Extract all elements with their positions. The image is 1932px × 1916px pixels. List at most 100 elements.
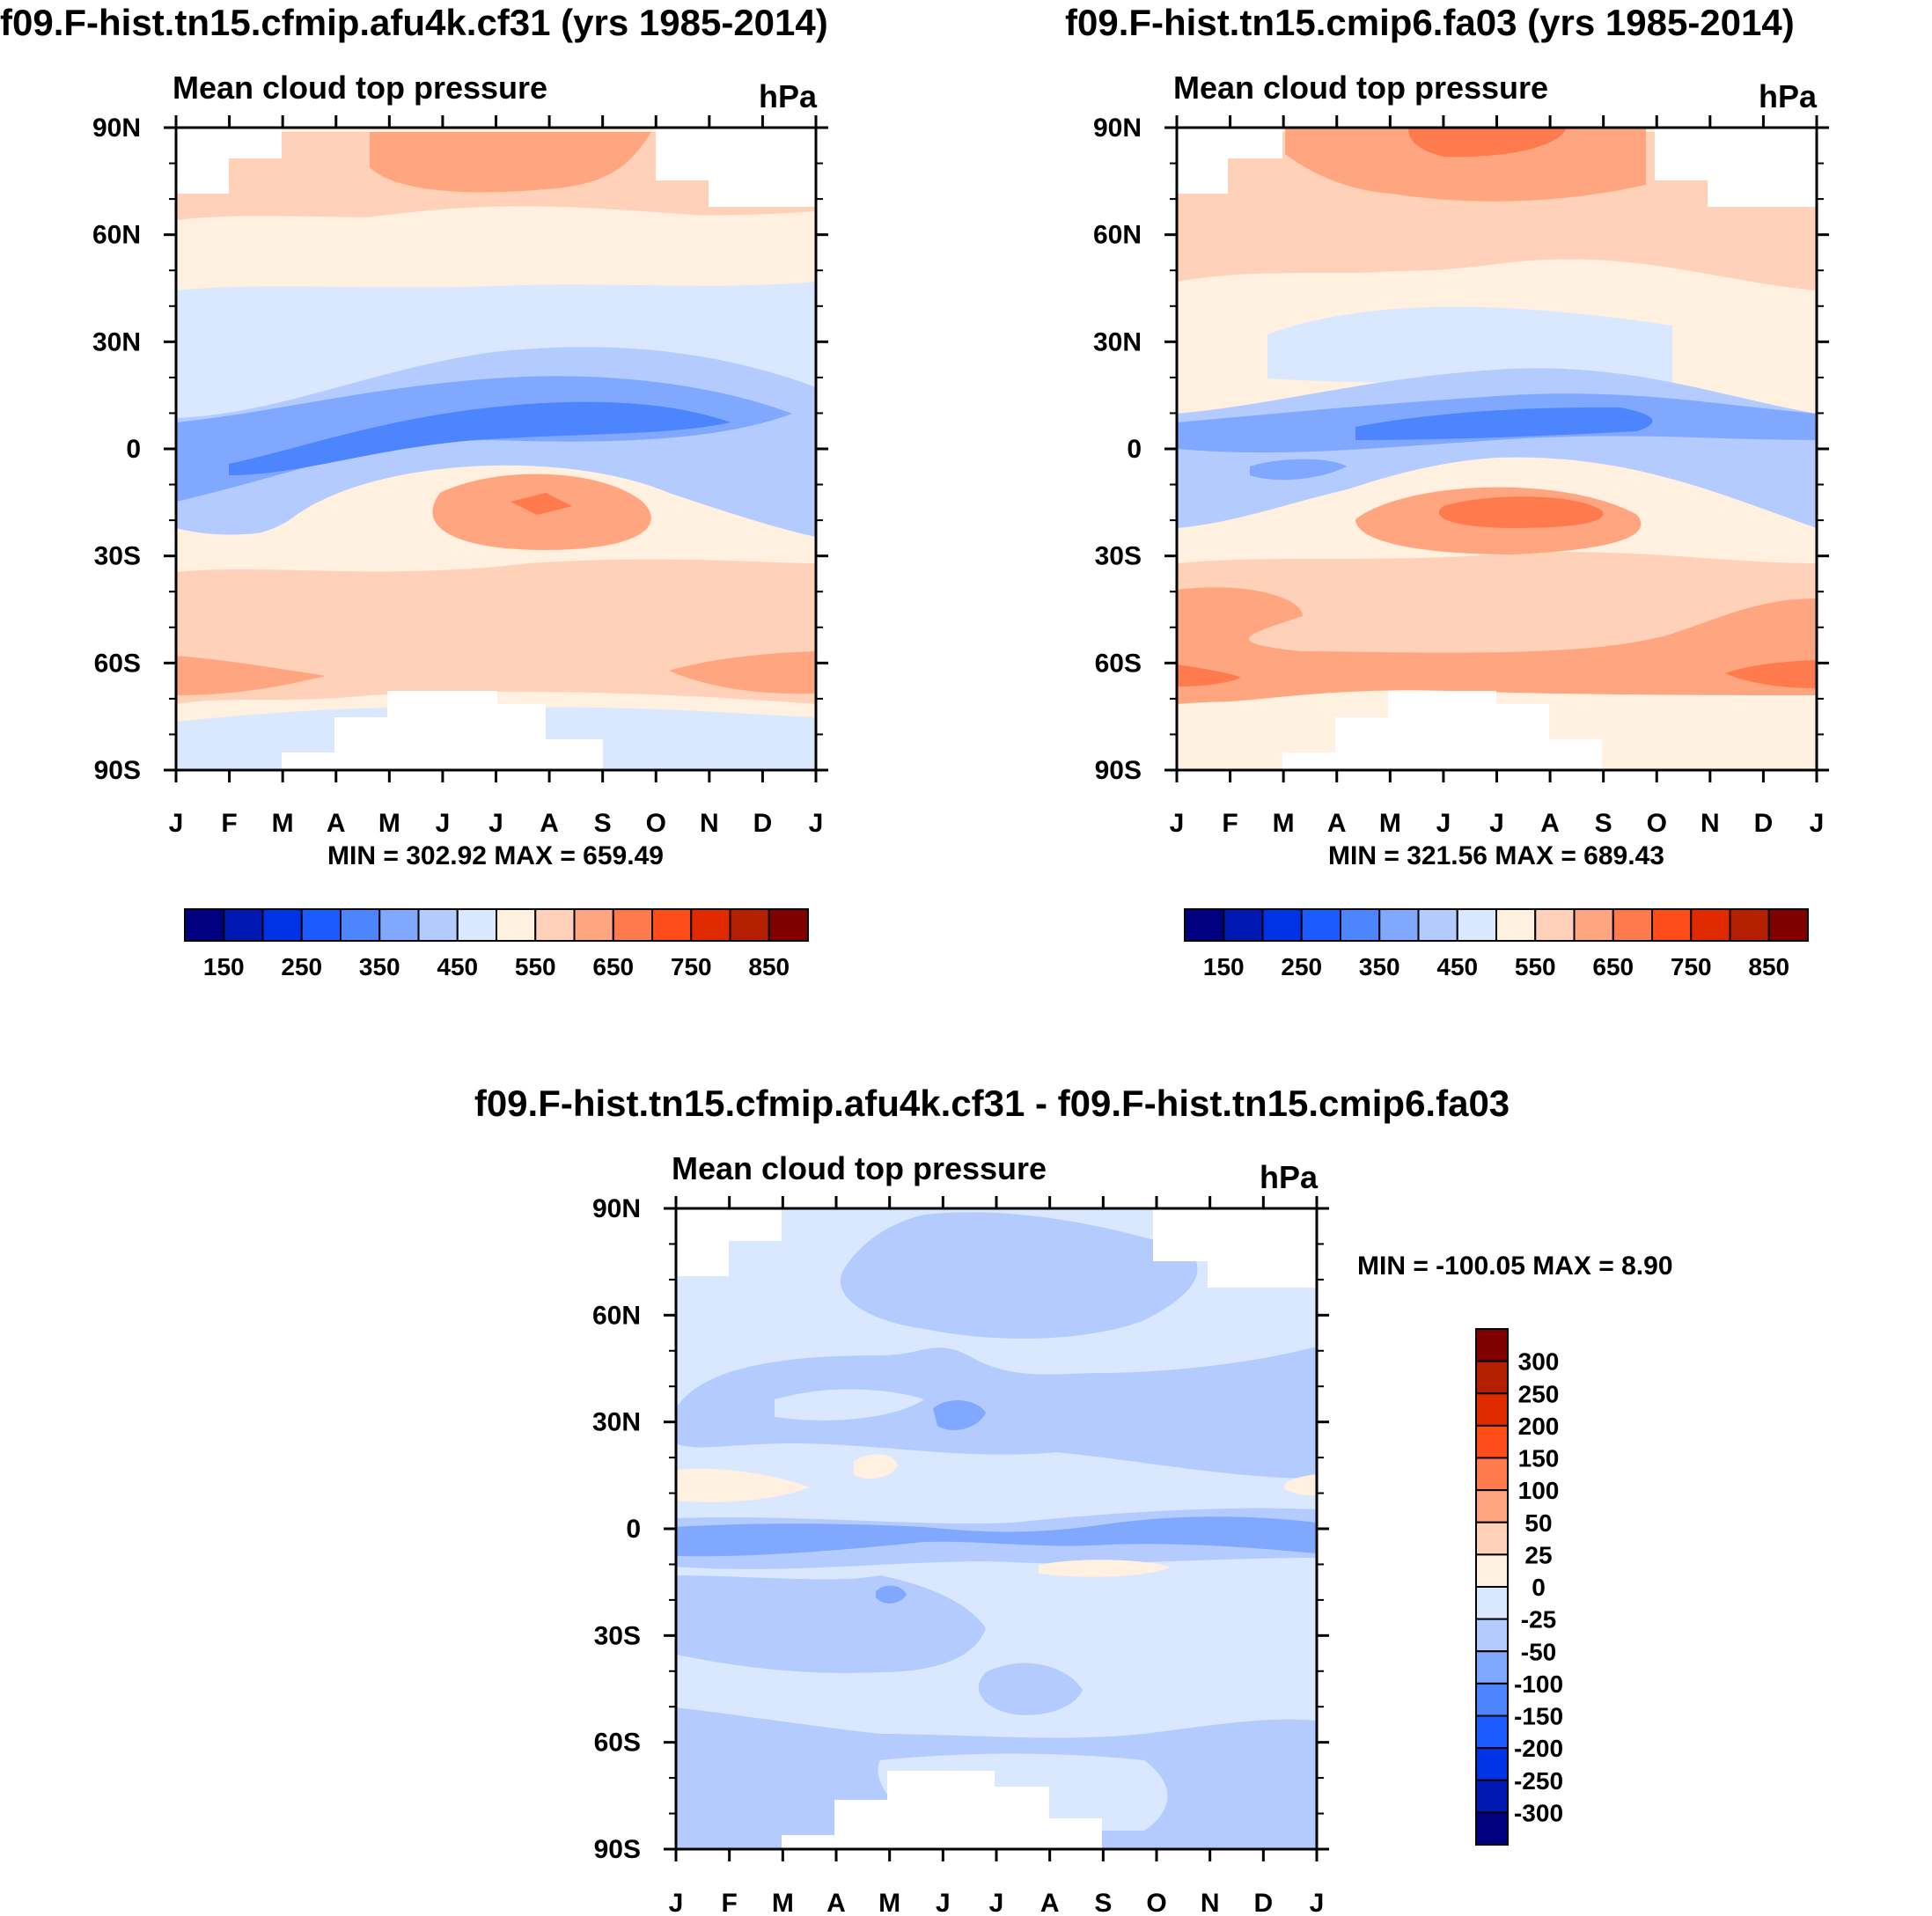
- x-tick-label: S: [1595, 809, 1612, 838]
- panel2-contour-arctic-core: [1408, 128, 1567, 158]
- colorbar-swatch: [1475, 1489, 1509, 1523]
- panel3-mask-antarctic: [782, 1771, 1102, 1849]
- panel-top-left: f09.F-hist.tn15.cfmip.afu4k.cf31 (yrs 19…: [0, 2, 828, 980]
- y-tick-label: 60S: [1095, 649, 1142, 678]
- colorbar-swatch: [768, 908, 809, 942]
- panel3-contour-blue-spot-n: [933, 1399, 986, 1430]
- panel2-contour-southern-ocean: [1177, 587, 1817, 704]
- panel2-mask-arctic-e: [1655, 128, 1817, 207]
- y-tick-label: 60N: [592, 1301, 641, 1330]
- colorbar-label: 650: [592, 953, 634, 980]
- colorbar-swatch: [300, 908, 342, 942]
- colorbar-label: 25: [1524, 1541, 1552, 1568]
- panel3-mask-arctic-w: [676, 1208, 782, 1276]
- colorbar-label: 250: [281, 953, 322, 980]
- x-tick-label: D: [753, 809, 773, 838]
- colorbar-swatch: [690, 908, 731, 942]
- x-tick-label: O: [1146, 1889, 1166, 1916]
- colorbar-swatch: [1378, 908, 1420, 942]
- panel3-contour-equator-core: [676, 1516, 1317, 1557]
- panel1-mask-antarctic: [282, 691, 603, 770]
- colorbar-swatch: [496, 908, 537, 942]
- panel1-mask-arctic-w: [176, 128, 282, 194]
- panel2-contour-south-peak: [1438, 496, 1604, 528]
- x-tick-label: M: [878, 1889, 900, 1916]
- y-tick-label: 90S: [1095, 756, 1142, 785]
- colorbar-swatch: [261, 908, 303, 942]
- panel1-subtitle: Mean cloud top pressure: [173, 70, 547, 106]
- colorbar-swatch: [612, 908, 653, 942]
- x-tick-label: J: [669, 1889, 684, 1916]
- x-tick-label: N: [1701, 809, 1720, 838]
- panel2-mask-arctic-w: [1177, 128, 1282, 194]
- y-tick-label: 90N: [92, 114, 141, 143]
- x-tick-label: J: [989, 1889, 1004, 1916]
- panel2-stats: MIN = 321.56 MAX = 689.43: [1328, 841, 1664, 870]
- panel1-contour-arctic-core: [370, 132, 651, 193]
- colorbar-label: -100: [1514, 1670, 1563, 1698]
- panel1-mask-arctic-e: [656, 128, 816, 207]
- colorbar-label: -250: [1514, 1767, 1563, 1795]
- colorbar-swatch: [1534, 908, 1576, 942]
- panel2-contour-southern-ocean-w: [1177, 664, 1241, 686]
- y-tick-label: 0: [1127, 435, 1142, 464]
- y-tick-label: 90N: [1093, 114, 1142, 143]
- colorbar-label: 850: [1748, 953, 1789, 980]
- colorbar-label: -50: [1521, 1638, 1556, 1665]
- x-tick-label: A: [1327, 809, 1347, 838]
- y-tick-label: 60N: [92, 221, 141, 250]
- x-tick-label: D: [1754, 809, 1774, 838]
- colorbar-swatch: [1475, 1521, 1509, 1556]
- colorbar-label: 650: [1592, 953, 1634, 980]
- colorbar-swatch: [1573, 908, 1614, 942]
- colorbar-swatch: [1475, 1424, 1509, 1459]
- panel1-contour-midnorth: [176, 206, 816, 293]
- colorbar-label: 550: [1515, 953, 1556, 980]
- panel-top-right: f09.F-hist.tn15.cmip6.fa03 (yrs 1985-201…: [1065, 2, 1829, 980]
- panel1-contour-south-peak: [511, 493, 572, 515]
- y-tick-label: 90S: [594, 1835, 641, 1864]
- colorbar-swatch: [1475, 1586, 1509, 1620]
- panel1-contour-southern-ocean-e: [669, 651, 816, 694]
- x-tick-label: J: [936, 1889, 951, 1916]
- panel3-stats: MIN = -100.05 MAX = 8.90: [1357, 1252, 1673, 1281]
- y-tick-label: 90N: [592, 1194, 641, 1223]
- panel3-contour-blue-spot-s: [876, 1585, 907, 1604]
- panel1-stats: MIN = 302.92 MAX = 659.49: [327, 841, 664, 870]
- y-tick-label: 30S: [94, 542, 141, 571]
- panel1-contour-south-high: [176, 559, 816, 704]
- panel3-mask-arctic-e: [1153, 1208, 1317, 1288]
- panel2-contour-southern-ocean-e: [1725, 660, 1817, 688]
- colorbar-swatch: [1456, 908, 1497, 942]
- panel1-contour-southern-ocean-w: [176, 656, 326, 695]
- panel3-contour-midlat-n-light: [775, 1389, 924, 1420]
- x-tick-label: A: [826, 1889, 846, 1916]
- colorbar-swatch: [1475, 1747, 1509, 1781]
- colorbar-swatch: [1475, 1650, 1509, 1685]
- x-tick-label: F: [221, 809, 237, 838]
- colorbar-swatch: [573, 908, 614, 942]
- panel2-subtitle: Mean cloud top pressure: [1173, 70, 1548, 106]
- colorbar-swatch: [1475, 1682, 1509, 1717]
- panel3-contour-midlat-n: [676, 1347, 1317, 1479]
- panel3-contour-north-band: [840, 1212, 1198, 1339]
- colorbar-label: 100: [1518, 1477, 1560, 1504]
- colorbar-swatch: [1223, 908, 1264, 942]
- panel-bottom-diff: f09.F-hist.tn15.cfmip.afu4k.cf31 - f09.F…: [474, 1083, 1673, 1916]
- panel1-units: hPa: [759, 78, 818, 114]
- x-tick-label: M: [378, 809, 400, 838]
- colorbar-swatch: [1475, 1457, 1509, 1492]
- colorbar-swatch: [1184, 908, 1225, 942]
- colorbar-label: 350: [1359, 953, 1400, 980]
- colorbar-swatch: [1475, 1553, 1509, 1588]
- colorbar-label: 200: [1518, 1413, 1560, 1440]
- panel2-units: hPa: [1759, 78, 1818, 114]
- panel3-contour-pos-east: [1284, 1474, 1317, 1496]
- colorbar-swatch: [1475, 1714, 1509, 1750]
- x-tick-label: N: [700, 809, 719, 838]
- x-tick-label: M: [272, 809, 294, 838]
- panel3-contour-pos-spot: [854, 1454, 898, 1479]
- x-tick-label: N: [1201, 1889, 1220, 1916]
- x-tick-label: J: [1170, 809, 1185, 838]
- colorbar-swatch: [223, 908, 264, 942]
